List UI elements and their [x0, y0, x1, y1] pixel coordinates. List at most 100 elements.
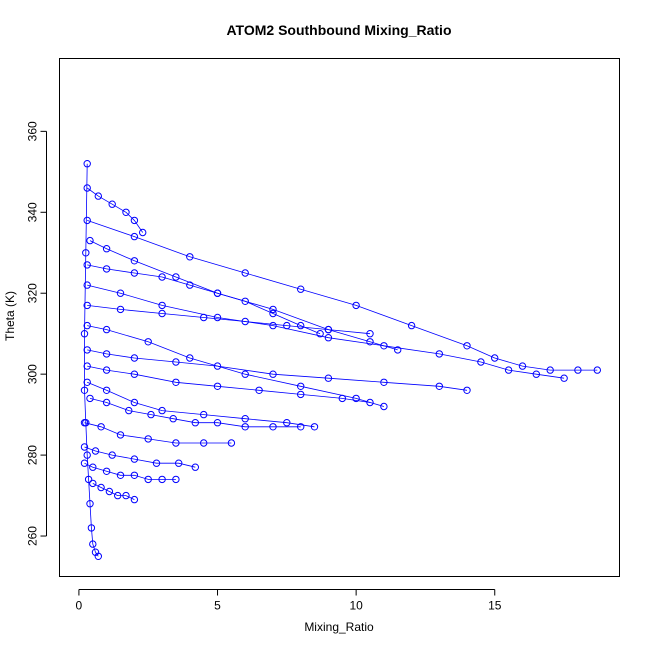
data-point [463, 342, 471, 350]
series-group [80, 160, 601, 560]
data-point [352, 301, 360, 310]
data-point [86, 394, 94, 403]
data-point [532, 370, 540, 378]
data-point [169, 415, 177, 423]
series-line [87, 264, 321, 335]
series-9 [80, 459, 180, 484]
data-point [213, 289, 222, 297]
x-tick-label: 10 [349, 599, 363, 613]
data-point [83, 362, 91, 370]
x-axis-label: Mixing_Ratio [304, 620, 374, 634]
series-line [84, 462, 176, 480]
data-point [94, 192, 103, 200]
data-point [574, 366, 582, 374]
data-point [172, 475, 180, 484]
y-tick-label: 300 [26, 364, 40, 384]
data-point [366, 330, 374, 338]
data-point [116, 289, 125, 297]
data-point [83, 184, 91, 192]
data-point [130, 257, 139, 265]
series-line [87, 349, 468, 391]
data-point [83, 451, 91, 459]
data-point [186, 281, 194, 289]
data-point [130, 232, 139, 241]
series-line [84, 446, 196, 468]
data-point [310, 423, 319, 431]
series-line [84, 163, 99, 557]
series-line [87, 284, 565, 379]
data-point [560, 374, 568, 382]
data-point [105, 487, 114, 496]
data-point [407, 321, 416, 330]
series-line [89, 398, 301, 428]
series-15 [89, 479, 139, 504]
series-1 [83, 216, 601, 374]
data-point [83, 378, 91, 386]
data-point [200, 439, 208, 447]
series-line [87, 381, 315, 428]
data-point [297, 390, 305, 399]
data-point [158, 273, 166, 281]
data-point [102, 366, 111, 374]
data-point [380, 342, 388, 350]
data-point [84, 475, 93, 484]
data-point [435, 382, 443, 390]
series-2 [83, 281, 568, 382]
data-point [102, 245, 111, 253]
series-line [92, 483, 135, 500]
data-point [324, 334, 333, 342]
data-point [80, 330, 89, 338]
data-point [130, 269, 139, 277]
data-point [172, 358, 180, 366]
data-point [269, 423, 277, 431]
data-point [130, 495, 139, 504]
series-8 [80, 443, 200, 471]
data-point [83, 281, 91, 289]
series-line [87, 365, 371, 403]
data-point [380, 378, 388, 386]
data-point [338, 394, 346, 403]
data-point [297, 321, 305, 330]
data-point [102, 386, 111, 394]
data-point [87, 524, 96, 532]
data-point [102, 467, 111, 475]
data-point [227, 439, 236, 447]
data-point [477, 358, 485, 366]
data-point [89, 463, 97, 471]
data-point [269, 370, 277, 378]
data-point [491, 354, 499, 362]
data-point [108, 200, 116, 208]
data-point [200, 410, 208, 419]
data-point [116, 305, 125, 314]
data-point [102, 325, 111, 334]
data-point [241, 317, 249, 326]
data-point [144, 475, 152, 484]
data-point [175, 459, 183, 467]
x-tick-label: 5 [214, 599, 221, 613]
data-point [91, 548, 100, 556]
data-point [191, 419, 200, 427]
series-6 [83, 378, 319, 431]
data-point [130, 354, 139, 362]
data-point [213, 382, 222, 390]
series-line [84, 422, 232, 444]
data-point [80, 443, 89, 451]
x-tick-label: 15 [488, 599, 502, 613]
data-point [593, 366, 601, 374]
data-point [172, 378, 180, 386]
data-point [147, 410, 155, 419]
data-point [255, 386, 263, 394]
data-point [297, 382, 305, 390]
data-point [122, 208, 130, 217]
y-tick-label: 320 [26, 283, 40, 303]
data-point [116, 471, 125, 479]
data-point [366, 338, 374, 346]
data-point [102, 398, 111, 407]
data-point [80, 459, 89, 467]
data-point [83, 160, 91, 168]
data-point [86, 500, 94, 508]
data-point [97, 423, 105, 431]
data-point [130, 398, 139, 407]
